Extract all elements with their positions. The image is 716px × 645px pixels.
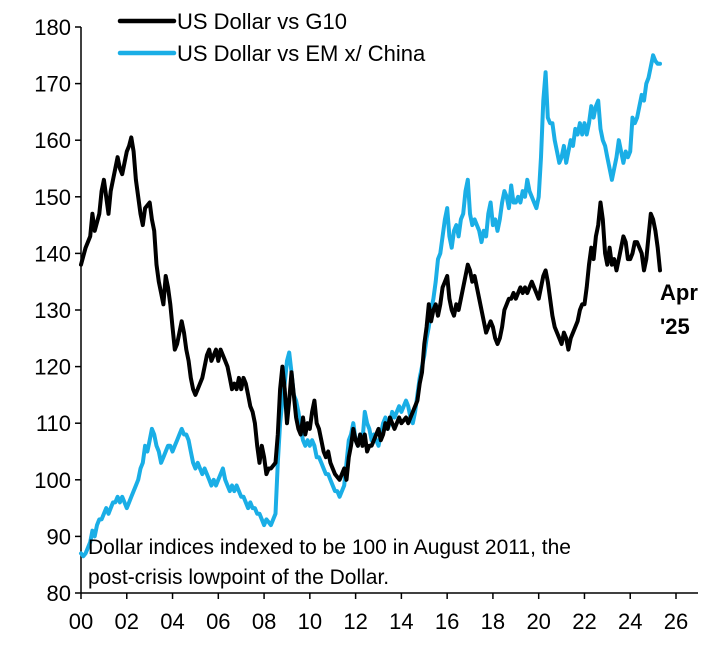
x-tick-label: 24 [618,609,642,634]
annotation: Dollar indices indexed to be 100 in Augu… [88,536,571,589]
x-tick-label: 16 [435,609,459,634]
x-tick-label: 00 [69,609,93,634]
y-tick-label: 130 [34,298,71,323]
y-tick-label: 180 [34,15,71,40]
end-label-line2: '25 [660,314,690,339]
y-tick-label: 150 [34,185,71,210]
legend-label-em: US Dollar vs EM x/ China [177,41,426,66]
legend: US Dollar vs G10 US Dollar vs EM x/ Chin… [117,9,426,66]
y-tick-label: 120 [34,355,71,380]
x-ticks: 00 02 04 06 08 10 12 14 16 18 20 22 24 26 [69,593,688,634]
y-tick-label: 90 [47,524,71,549]
x-tick-label: 14 [389,609,413,634]
y-tick-label: 170 [34,72,71,97]
y-tick-label: 140 [34,241,71,266]
x-tick-label: 04 [160,609,184,634]
x-tick-label: 22 [572,609,596,634]
series-line-g10 [79,135,662,482]
x-tick-label: 12 [343,609,367,634]
y-ticks: 80 90 100 110 120 130 140 150 160 170 180 [34,15,81,606]
series-line-em [79,53,662,559]
series-layer [79,53,662,559]
annotation-line2: post-crisis lowpoint of the Dollar. [88,566,389,589]
legend-item-g10: US Dollar vs G10 [117,9,347,34]
x-tick-label: 08 [252,609,276,634]
y-axis: 80 90 100 110 120 130 140 150 160 170 180 [34,15,82,606]
x-tick-label: 20 [526,609,550,634]
y-tick-label: 110 [36,411,71,436]
x-tick-label: 10 [298,609,322,634]
legend-item-em: US Dollar vs EM x/ China [117,41,426,66]
y-tick-label: 100 [34,468,71,493]
x-tick-label: 18 [481,609,505,634]
end-label-line1: Apr [660,280,698,305]
annotation-line1: Dollar indices indexed to be 100 in Augu… [88,536,571,559]
y-tick-label: 160 [34,128,71,153]
x-tick-label: 02 [115,609,139,634]
legend-label-g10: US Dollar vs G10 [177,9,347,34]
x-axis: 00 02 04 06 08 10 12 14 16 18 20 22 24 26 [69,592,698,634]
x-tick-label: 26 [664,609,688,634]
end-label: Apr '25 [660,280,698,339]
x-tick-label: 06 [206,609,230,634]
y-tick-label: 80 [47,581,71,606]
